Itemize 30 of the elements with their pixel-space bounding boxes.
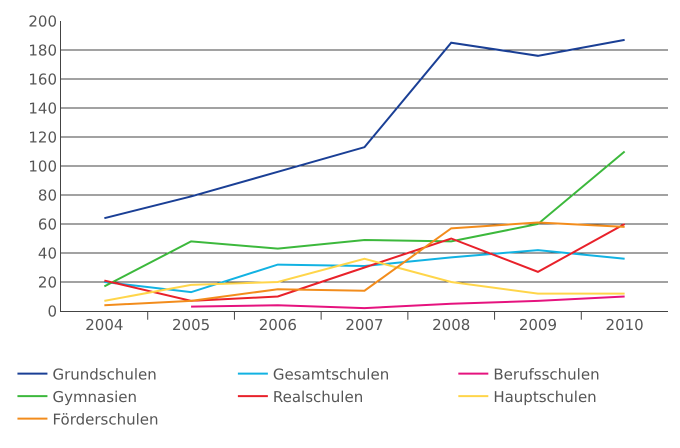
y-tick-label: 60 <box>38 215 57 234</box>
legend-label: Grundschulen <box>52 366 157 384</box>
y-tick-label: 100 <box>28 157 57 176</box>
y-tick-label: 200 <box>28 12 57 30</box>
line-series <box>103 150 626 288</box>
y-tick-label: 140 <box>28 99 57 118</box>
x-tick-label: 2010 <box>606 316 644 334</box>
y-tick-label: 0 <box>47 302 57 320</box>
y-tick-label: 160 <box>28 70 57 88</box>
x-tick-label: 2005 <box>172 316 210 334</box>
x-tick-label: 2004 <box>85 316 124 334</box>
x-tick-label: 2008 <box>432 316 470 334</box>
y-tick-label: 40 <box>38 244 57 262</box>
x-tick-label: 2009 <box>518 316 558 334</box>
legend-label: Berufsschulen <box>493 366 600 384</box>
line-series <box>190 296 626 310</box>
legend-label: Realschulen <box>272 388 364 406</box>
legend-label: Gymnasien <box>52 388 137 406</box>
y-tick-label: 20 <box>38 273 57 292</box>
line-series <box>103 38 626 220</box>
x-tick-label: 2006 <box>258 316 297 334</box>
legend-label: Gesamtschulen <box>272 366 390 384</box>
legend-label: Förderschulen <box>52 410 159 428</box>
line-series <box>103 258 626 302</box>
y-tick-label: 80 <box>38 186 57 204</box>
x-tick-label: 2007 <box>345 316 384 334</box>
line-series <box>103 249 626 294</box>
y-tick-label: 120 <box>28 128 57 146</box>
y-tick-label: 180 <box>28 41 57 60</box>
legend-label: Hauptschulen <box>493 388 597 406</box>
